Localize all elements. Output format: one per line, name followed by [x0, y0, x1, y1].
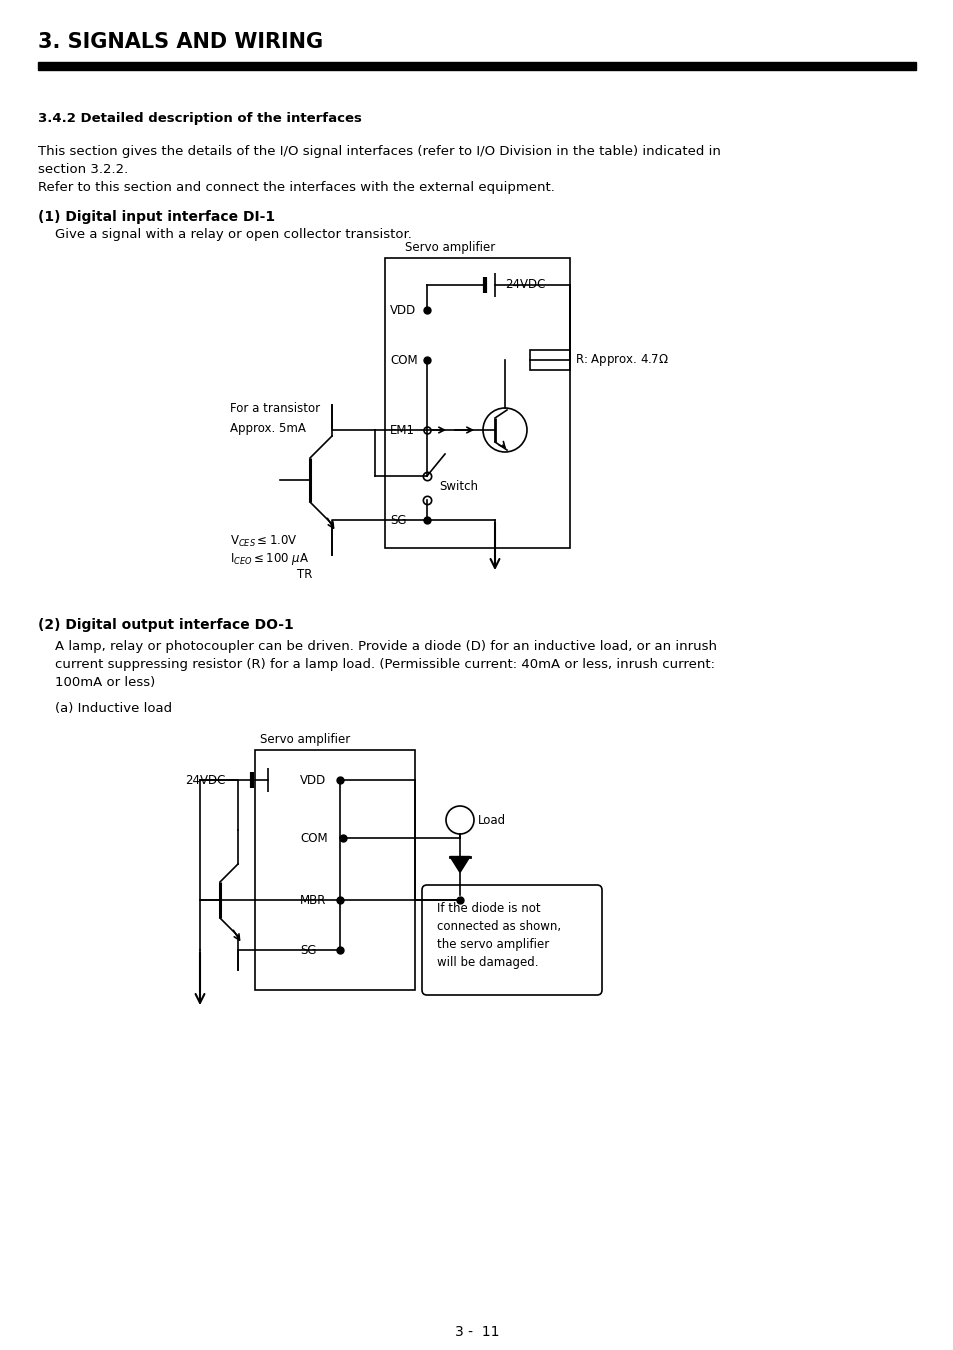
Polygon shape	[450, 856, 470, 872]
Text: If the diode is not
connected as shown,
the servo amplifier
will be damaged.: If the diode is not connected as shown, …	[436, 902, 560, 969]
Text: I$_{CEO}$$\leq$100 $\mu$A: I$_{CEO}$$\leq$100 $\mu$A	[230, 551, 309, 567]
Text: 3. SIGNALS AND WIRING: 3. SIGNALS AND WIRING	[38, 32, 323, 53]
Text: section 3.2.2.: section 3.2.2.	[38, 163, 128, 176]
Text: COM: COM	[390, 354, 417, 366]
Text: SG: SG	[390, 513, 406, 526]
Text: Switch: Switch	[438, 481, 477, 493]
Text: Approx. 5mA: Approx. 5mA	[230, 423, 306, 435]
Bar	[385, 258, 569, 548]
Text: Servo amplifier: Servo amplifier	[405, 242, 495, 254]
Text: 24VDC: 24VDC	[504, 278, 545, 292]
Text: TR: TR	[297, 568, 313, 580]
Text: SG: SG	[299, 944, 316, 957]
Text: MBR: MBR	[299, 894, 326, 906]
Text: This section gives the details of the I/O signal interfaces (refer to I/O Divisi: This section gives the details of the I/…	[38, 144, 720, 158]
Bar	[254, 751, 415, 990]
Text: (2) Digital output interface DO-1: (2) Digital output interface DO-1	[38, 618, 294, 632]
Text: current suppressing resistor (R) for a lamp load. (Permissible current: 40mA or : current suppressing resistor (R) for a l…	[38, 657, 714, 671]
Text: VDD: VDD	[390, 304, 416, 316]
Text: EM1: EM1	[390, 424, 415, 436]
Text: COM: COM	[299, 832, 327, 845]
Text: VDD: VDD	[299, 774, 326, 787]
Text: (a) Inductive load: (a) Inductive load	[38, 702, 172, 716]
Bar	[530, 350, 569, 370]
Text: Give a signal with a relay or open collector transistor.: Give a signal with a relay or open colle…	[38, 228, 412, 242]
Text: Load: Load	[477, 814, 506, 826]
Text: 3 -  11: 3 - 11	[455, 1324, 498, 1339]
Text: 24VDC: 24VDC	[185, 774, 225, 787]
Text: V$_{CES}$$\leq$1.0V: V$_{CES}$$\leq$1.0V	[230, 535, 297, 549]
Bar	[38, 62, 915, 70]
Text: For a transistor: For a transistor	[230, 402, 320, 414]
Text: Refer to this section and connect the interfaces with the external equipment.: Refer to this section and connect the in…	[38, 181, 555, 194]
Text: Servo amplifier: Servo amplifier	[260, 733, 350, 747]
Text: 3.4.2 Detailed description of the interfaces: 3.4.2 Detailed description of the interf…	[38, 112, 361, 126]
Text: R: Approx. 4.7$\Omega$: R: Approx. 4.7$\Omega$	[575, 352, 668, 369]
Text: 100mA or less): 100mA or less)	[38, 676, 155, 688]
Text: (1) Digital input interface DI-1: (1) Digital input interface DI-1	[38, 211, 274, 224]
Text: A lamp, relay or photocoupler can be driven. Provide a diode (D) for an inductiv: A lamp, relay or photocoupler can be dri…	[38, 640, 717, 653]
